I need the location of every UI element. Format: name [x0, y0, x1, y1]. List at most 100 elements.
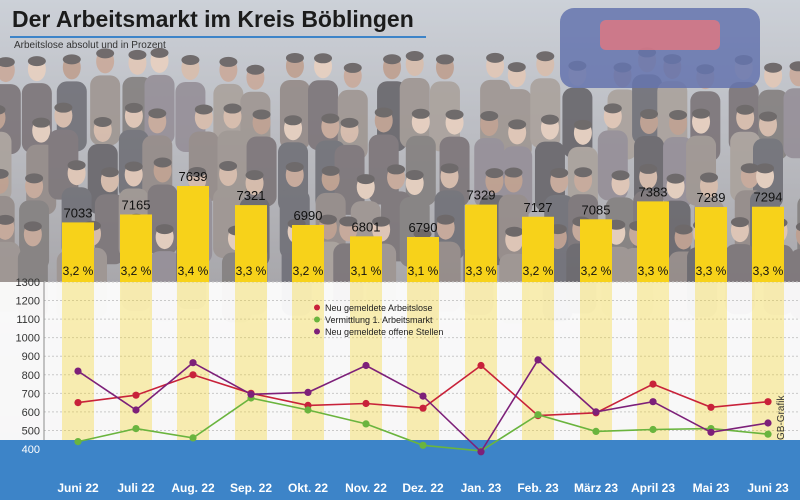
series-point — [592, 408, 600, 416]
series-point — [534, 356, 542, 364]
bar-value-label: 7289 — [697, 190, 726, 205]
bar — [350, 236, 382, 282]
bar — [637, 201, 669, 282]
bar-stripe — [62, 282, 94, 440]
bar-value-label: 7165 — [122, 197, 151, 212]
x-category-label: Mai 23 — [693, 481, 730, 495]
y-tick-label: 700 — [22, 388, 40, 400]
bar-percent-label: 3,3 % — [466, 264, 497, 278]
series-point — [74, 399, 82, 407]
crowd-figures — [0, 47, 800, 326]
bar-value-label: 6801 — [352, 219, 381, 234]
series-point — [419, 441, 427, 449]
bar-value-label: 6790 — [409, 220, 438, 235]
bar-percent-label: 3,2 % — [121, 264, 152, 278]
bar — [752, 206, 784, 282]
bar-value-label: 7321 — [237, 188, 266, 203]
y-tick-label: 1200 — [16, 296, 40, 308]
legend-marker — [314, 328, 320, 335]
bar-stripe — [465, 282, 497, 440]
y-tick-label: 800 — [22, 370, 40, 382]
x-category-label: Sep. 22 — [230, 481, 272, 495]
series-point — [189, 371, 197, 379]
x-category-label: Okt. 22 — [288, 481, 328, 495]
series-point — [132, 406, 140, 414]
bar-value-label: 7127 — [524, 200, 553, 215]
series-point — [419, 392, 427, 400]
bar — [695, 207, 727, 282]
series-point — [132, 425, 140, 433]
legend-marker — [314, 316, 320, 323]
x-category-label: Dez. 22 — [402, 481, 444, 495]
bar — [292, 224, 324, 282]
bar-value-label: 7383 — [639, 184, 668, 199]
bar — [522, 216, 554, 282]
bar-value-label: 6990 — [294, 208, 323, 223]
x-category-label: Nov. 22 — [345, 481, 387, 495]
bar — [407, 237, 439, 282]
x-category-label: Aug. 22 — [171, 481, 215, 495]
bar-value-label: 7033 — [64, 205, 93, 220]
series-point — [132, 391, 140, 399]
bar-percent-label: 3,3 % — [638, 264, 669, 278]
x-category-label: Jan. 23 — [461, 481, 502, 495]
series-point — [592, 427, 600, 435]
bar-stripe — [752, 282, 784, 440]
bar-stripe — [695, 282, 727, 440]
category-axis-band — [0, 440, 800, 500]
series-point — [419, 404, 427, 412]
bar-stripe — [120, 282, 152, 440]
bar-percent-label: 3,2 % — [581, 264, 612, 278]
bar-percent-label: 3,1 % — [351, 264, 382, 278]
x-category-label: März 23 — [574, 481, 618, 495]
y-tick-label: 1100 — [16, 314, 40, 326]
series-point — [74, 438, 82, 446]
series-point — [362, 361, 370, 370]
series-point — [764, 398, 772, 406]
series-point — [707, 403, 715, 411]
bus-stripe — [600, 20, 720, 50]
y-tick-label: 600 — [22, 407, 40, 419]
bar-stripe — [235, 282, 267, 440]
bar — [235, 205, 267, 282]
bar — [580, 219, 612, 282]
bar-value-label: 7639 — [179, 169, 208, 184]
series-point — [764, 430, 772, 438]
series-point — [649, 425, 657, 434]
bar-stripe — [350, 282, 382, 440]
x-category-label: Juli 22 — [117, 481, 155, 495]
series-point — [247, 390, 255, 398]
bar-percent-label: 3,2 % — [63, 264, 94, 278]
bar — [62, 222, 94, 282]
series-point — [477, 448, 485, 456]
bar — [120, 214, 152, 282]
chart-subtitle: Arbeitslose absolut und in Prozent — [14, 40, 166, 51]
legend-label: Vermittlung 1. Arbeitsmarkt — [325, 315, 433, 325]
legend-label: Neu gemeldete offene Stellen — [325, 327, 443, 337]
y-tick-label: 400 — [22, 444, 40, 456]
series-point — [649, 380, 657, 388]
bar — [465, 204, 497, 282]
series-point — [649, 398, 657, 406]
bar-percent-label: 3,3 % — [696, 264, 727, 278]
legend-marker — [314, 304, 320, 311]
x-category-label: Juni 22 — [57, 481, 99, 495]
bar-percent-label: 3,2 % — [523, 264, 554, 278]
bar-stripe — [407, 282, 439, 440]
bar-percent-label: 3,4 % — [178, 264, 209, 278]
legend-label: Neu gemeldete Arbeitslose — [325, 303, 433, 313]
series-point — [189, 359, 197, 367]
x-category-label: Feb. 23 — [517, 481, 559, 495]
series-point — [534, 411, 542, 419]
series-point — [362, 399, 370, 408]
y-tick-label: 1300 — [16, 277, 40, 289]
x-category-label: April 23 — [631, 481, 675, 495]
series-point — [764, 419, 772, 427]
x-category-label: Juni 23 — [747, 481, 789, 495]
chart-title: Der Arbeitsmarkt im Kreis Böblingen — [12, 6, 414, 32]
y-tick-label: 1000 — [16, 333, 40, 345]
series-point — [74, 367, 82, 375]
bar-percent-label: 3,3 % — [753, 264, 784, 278]
line-plot-panel — [0, 282, 800, 440]
